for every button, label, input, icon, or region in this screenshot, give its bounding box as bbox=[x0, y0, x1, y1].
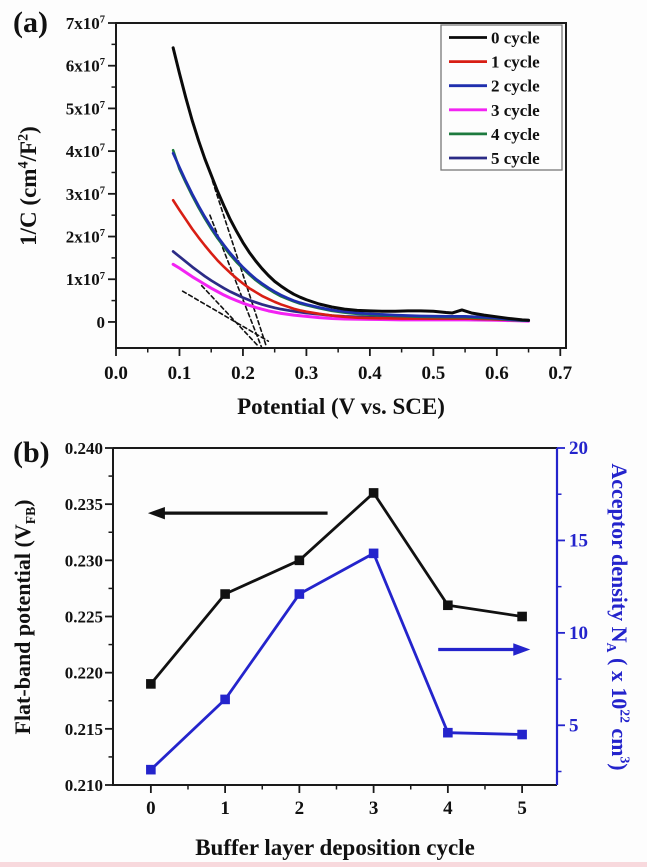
x-axis: 0.0 0.1 0.2 0.3 0.4 0.5 0.6 0.7 bbox=[104, 348, 573, 384]
x-tick-label: 0 bbox=[146, 798, 156, 819]
left-axis-title: Flat-band potential (VFB) bbox=[10, 500, 38, 735]
x-tick-label: 0.6 bbox=[485, 363, 509, 384]
x-tick-label: 1 bbox=[220, 798, 230, 819]
x-axis: 0 1 2 3 4 5 bbox=[146, 785, 527, 819]
x-tick-label: 0.5 bbox=[421, 363, 445, 384]
arrowhead bbox=[147, 506, 165, 520]
data-point-marker bbox=[517, 729, 527, 740]
dashed-guide bbox=[181, 290, 270, 342]
y-axis-title: 1/C (cm4/F2) bbox=[15, 126, 41, 246]
legend-item-2-cycle: 2 cycle bbox=[449, 77, 540, 96]
data-point-marker bbox=[294, 589, 305, 599]
y-tick-label: 2x107 bbox=[66, 228, 106, 247]
y-tick-label: 3x107 bbox=[66, 185, 106, 204]
left-tick-label: 0.215 bbox=[65, 720, 103, 739]
series-1-cycle bbox=[171, 198, 530, 322]
x-tick-label: 0.0 bbox=[104, 363, 128, 384]
legend-item-5-cycle: 5 cycle bbox=[449, 149, 540, 168]
left-tick-label: 0.240 bbox=[65, 439, 103, 458]
x-axis-title: Potential (V vs. SCE) bbox=[237, 394, 445, 419]
plot-frame bbox=[115, 22, 567, 349]
data-point-marker bbox=[517, 611, 527, 622]
legend-item-4-cycle: 4 cycle bbox=[449, 125, 540, 144]
y-tick-label: 7x107 bbox=[66, 14, 106, 33]
x-tick-label: 0.1 bbox=[168, 363, 192, 384]
data-point-marker bbox=[146, 679, 156, 689]
left-tick-label: 0.225 bbox=[65, 608, 103, 627]
legend-label: 5 cycle bbox=[491, 149, 540, 168]
right-tick-label: 20 bbox=[569, 438, 588, 459]
data-point-marker bbox=[294, 555, 305, 566]
legend-item-1-cycle: 1 cycle bbox=[449, 53, 540, 72]
y-axis: 0 1x107 2x107 3x107 4x107 5x107 6x107 7x107 bbox=[66, 14, 116, 332]
flatband-acceptor-plot: 0 1 2 3 4 5 Buffer layer deposition cycle 0.210… bbox=[10, 438, 632, 860]
scan-artifact-band bbox=[0, 862, 647, 867]
left-arrow-annotation bbox=[147, 506, 328, 520]
series-line bbox=[149, 491, 524, 686]
legend-item-0-cycle: 0 cycle bbox=[449, 29, 540, 48]
right-tick-label: 10 bbox=[569, 623, 588, 644]
legend-item-3-cycle: 3 cycle bbox=[449, 101, 540, 120]
y-axis-right: 5 10 15 20 bbox=[557, 438, 588, 773]
dashed-guide bbox=[200, 284, 260, 348]
x-tick-label: 4 bbox=[443, 798, 453, 819]
data-point-marker bbox=[220, 694, 230, 705]
legend-label: 0 cycle bbox=[491, 29, 540, 48]
data-point-marker bbox=[368, 488, 379, 498]
panel-b-label: (b) bbox=[13, 436, 50, 469]
right-tick-label: 15 bbox=[569, 530, 588, 551]
legend-label: 2 cycle bbox=[491, 77, 540, 96]
data-point-marker bbox=[443, 727, 453, 738]
panel-a-label: (a) bbox=[13, 6, 48, 39]
x-tick-label: 5 bbox=[517, 798, 527, 819]
y-tick-label: 5x107 bbox=[66, 99, 106, 118]
legend-label: 3 cycle bbox=[491, 101, 540, 120]
series-Flat-band-potential bbox=[146, 488, 527, 689]
legend-label: 1 cycle bbox=[491, 53, 540, 72]
legend-label: 4 cycle bbox=[491, 125, 540, 144]
x-tick-label: 0.7 bbox=[548, 363, 572, 384]
y-tick-label: 6x107 bbox=[66, 57, 106, 76]
data-point-marker bbox=[368, 548, 379, 559]
series-Acceptor-density bbox=[146, 548, 527, 775]
x-tick-label: 0.3 bbox=[295, 363, 319, 384]
x-tick-label: 0.4 bbox=[358, 363, 382, 384]
left-tick-label: 0.210 bbox=[65, 776, 103, 795]
series-line bbox=[149, 551, 524, 772]
series-0-cycle bbox=[171, 46, 531, 322]
legend: 0 cycle 1 cycle 2 cycle 3 cycle 4 cycle 5 cyc… bbox=[440, 24, 563, 171]
x-tick-label: 0.2 bbox=[231, 363, 255, 384]
series-2-cycle bbox=[171, 151, 530, 323]
arrowhead bbox=[513, 643, 531, 656]
right-axis-title: Acceptor density NA ( x 1022 cm3) bbox=[604, 463, 632, 770]
left-tick-label: 0.235 bbox=[65, 495, 103, 514]
right-tick-label: 5 bbox=[569, 715, 579, 736]
y-tick-label: 1x107 bbox=[66, 270, 106, 289]
data-point-marker bbox=[443, 600, 453, 611]
data-point-marker bbox=[146, 764, 156, 775]
series-curves bbox=[171, 46, 531, 323]
left-tick-label: 0.220 bbox=[65, 664, 103, 683]
left-tick-label: 0.230 bbox=[65, 551, 103, 570]
data-point-marker bbox=[220, 589, 230, 599]
y-tick-label: 0 bbox=[97, 313, 106, 332]
y-axis-left: 0.210 0.215 0.220 0.225 0.230 0.235 0.240 bbox=[65, 439, 113, 795]
x-axis-title: Buffer layer deposition cycle bbox=[195, 835, 475, 860]
mott-schottky-plot: 0.0 0.1 0.2 0.3 0.4 0.5 0.6 0.7 Potential (V vs.… bbox=[15, 14, 573, 419]
right-arrow-annotation bbox=[438, 643, 531, 656]
x-tick-label: 2 bbox=[295, 798, 305, 819]
x-tick-label: 3 bbox=[369, 798, 379, 819]
y-tick-label: 4x107 bbox=[66, 142, 106, 161]
